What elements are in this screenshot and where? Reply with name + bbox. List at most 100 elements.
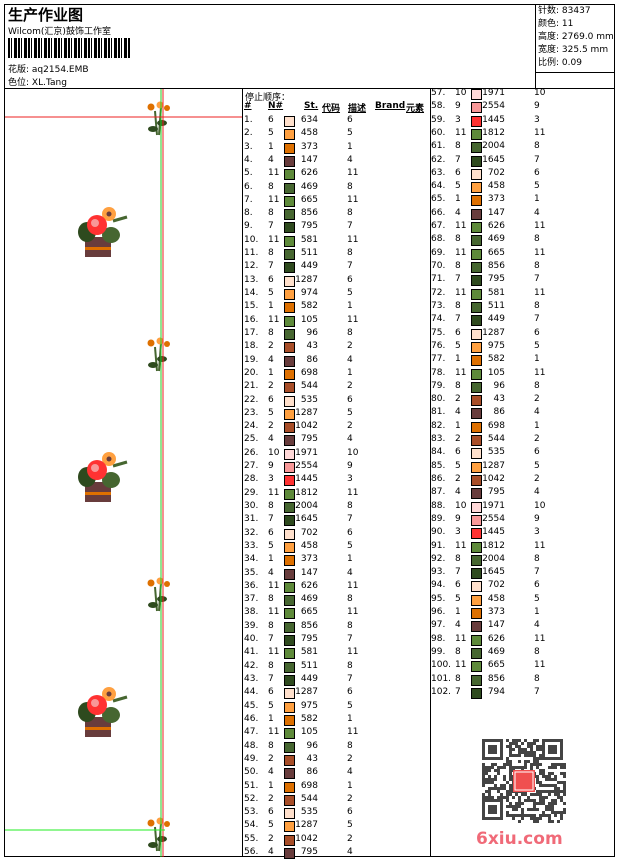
description: 8 [534, 234, 540, 245]
description: 5 [347, 700, 353, 711]
description: 11 [534, 247, 546, 258]
stitch-count: 96 [493, 380, 505, 391]
row-number: 9. [244, 221, 253, 232]
color-swatch [471, 687, 482, 699]
stitch-count: 856 [487, 261, 505, 272]
design-preview [5, 89, 242, 857]
needle-number: 2 [268, 753, 274, 764]
row-number: 102. [431, 686, 452, 697]
stitch-count: 665 [300, 607, 318, 618]
description: 5 [347, 288, 353, 299]
description: 6 [534, 580, 540, 591]
needle-number: 1 [268, 301, 274, 312]
row-number: 17. [244, 327, 259, 338]
color-swatch [284, 448, 295, 460]
stitch-count: 626 [487, 633, 505, 644]
color-swatch [471, 448, 482, 460]
color-swatch [284, 648, 295, 660]
row-number: 75. [431, 327, 446, 338]
needle-number: 11 [268, 487, 280, 498]
stitch-count: 96 [306, 327, 318, 338]
flower-sprig-motif [147, 337, 170, 372]
row-number: 2. [244, 128, 253, 139]
stitch-count: 856 [487, 673, 505, 684]
stitch-count: 96 [306, 740, 318, 751]
color-swatch [284, 714, 295, 726]
stitch-count: 975 [487, 340, 505, 351]
description: 6 [534, 327, 540, 338]
description: 11 [534, 221, 546, 232]
color-swatch [471, 301, 482, 313]
needle-number: 8 [455, 380, 461, 391]
needle-number: 2 [268, 833, 274, 844]
seal-stamp [513, 770, 535, 792]
colorway-label: 色位: [8, 78, 30, 88]
needle-number: 6 [455, 447, 461, 458]
description: 7 [347, 514, 353, 525]
description: 2 [347, 793, 353, 804]
needle-number: 7 [268, 261, 274, 272]
stitch-count: 2004 [482, 553, 505, 564]
row-number: 24. [244, 421, 259, 432]
row-number: 62. [431, 154, 446, 165]
row-number: 53. [244, 807, 259, 818]
color-swatch [471, 115, 482, 127]
row-number: 64. [431, 181, 446, 192]
description: 2 [347, 833, 353, 844]
description: 8 [347, 620, 353, 631]
color-swatch [284, 595, 295, 607]
needle-number: 6 [268, 274, 274, 285]
color-swatch [284, 768, 295, 780]
description: 9 [534, 513, 540, 524]
row-number: 44. [244, 687, 259, 698]
color-swatch [284, 661, 295, 673]
description: 7 [534, 154, 540, 165]
needle-number: 9 [455, 513, 461, 524]
needle-number: 8 [268, 660, 274, 671]
color-swatch [284, 808, 295, 820]
row-number: 6. [244, 181, 253, 192]
needle-number: 5 [455, 460, 461, 471]
color-swatch [471, 435, 482, 447]
row-number: 90. [431, 527, 446, 538]
color-swatch [284, 794, 295, 806]
needle-number: 5 [268, 540, 274, 551]
design-label: 花版: [8, 65, 30, 75]
needle-number: 8 [455, 300, 461, 311]
needle-number: 7 [455, 154, 461, 165]
row-number: 1. [244, 115, 253, 125]
description: 11 [347, 194, 359, 205]
description: 6 [347, 394, 353, 405]
color-swatch [471, 661, 482, 673]
needle-number: 8 [455, 673, 461, 684]
description: 11 [534, 287, 546, 298]
needle-number: 1 [455, 354, 461, 365]
needle-number: 5 [268, 820, 274, 831]
needle-number: 2 [268, 381, 274, 392]
color-swatch [471, 541, 482, 553]
row-number: 79. [431, 380, 446, 391]
description: 3 [534, 114, 540, 125]
stitch-count: 43 [306, 341, 318, 352]
needle-number: 11 [268, 607, 280, 618]
color-swatch [471, 222, 482, 234]
stitch-count: 702 [487, 580, 505, 591]
color-swatch [284, 129, 295, 141]
stitch-count: 1445 [482, 114, 505, 125]
color-swatch [471, 288, 482, 300]
color-swatch [284, 621, 295, 633]
description: 11 [534, 660, 546, 671]
description: 1 [347, 301, 353, 312]
stitch-count: 511 [300, 248, 318, 259]
row-number: 55. [244, 833, 259, 844]
row-number: 85. [431, 460, 446, 471]
color-swatch [471, 235, 482, 247]
needle-number: 6 [268, 394, 274, 405]
needle-number: 2 [268, 341, 274, 352]
colorway-row: 色位: XL.Tang [8, 75, 67, 88]
stitch-count: 2554 [295, 461, 318, 472]
description: 8 [534, 553, 540, 564]
color-swatch [284, 635, 295, 647]
row-number: 28. [244, 474, 259, 485]
stitch-count: 1971 [482, 500, 505, 511]
